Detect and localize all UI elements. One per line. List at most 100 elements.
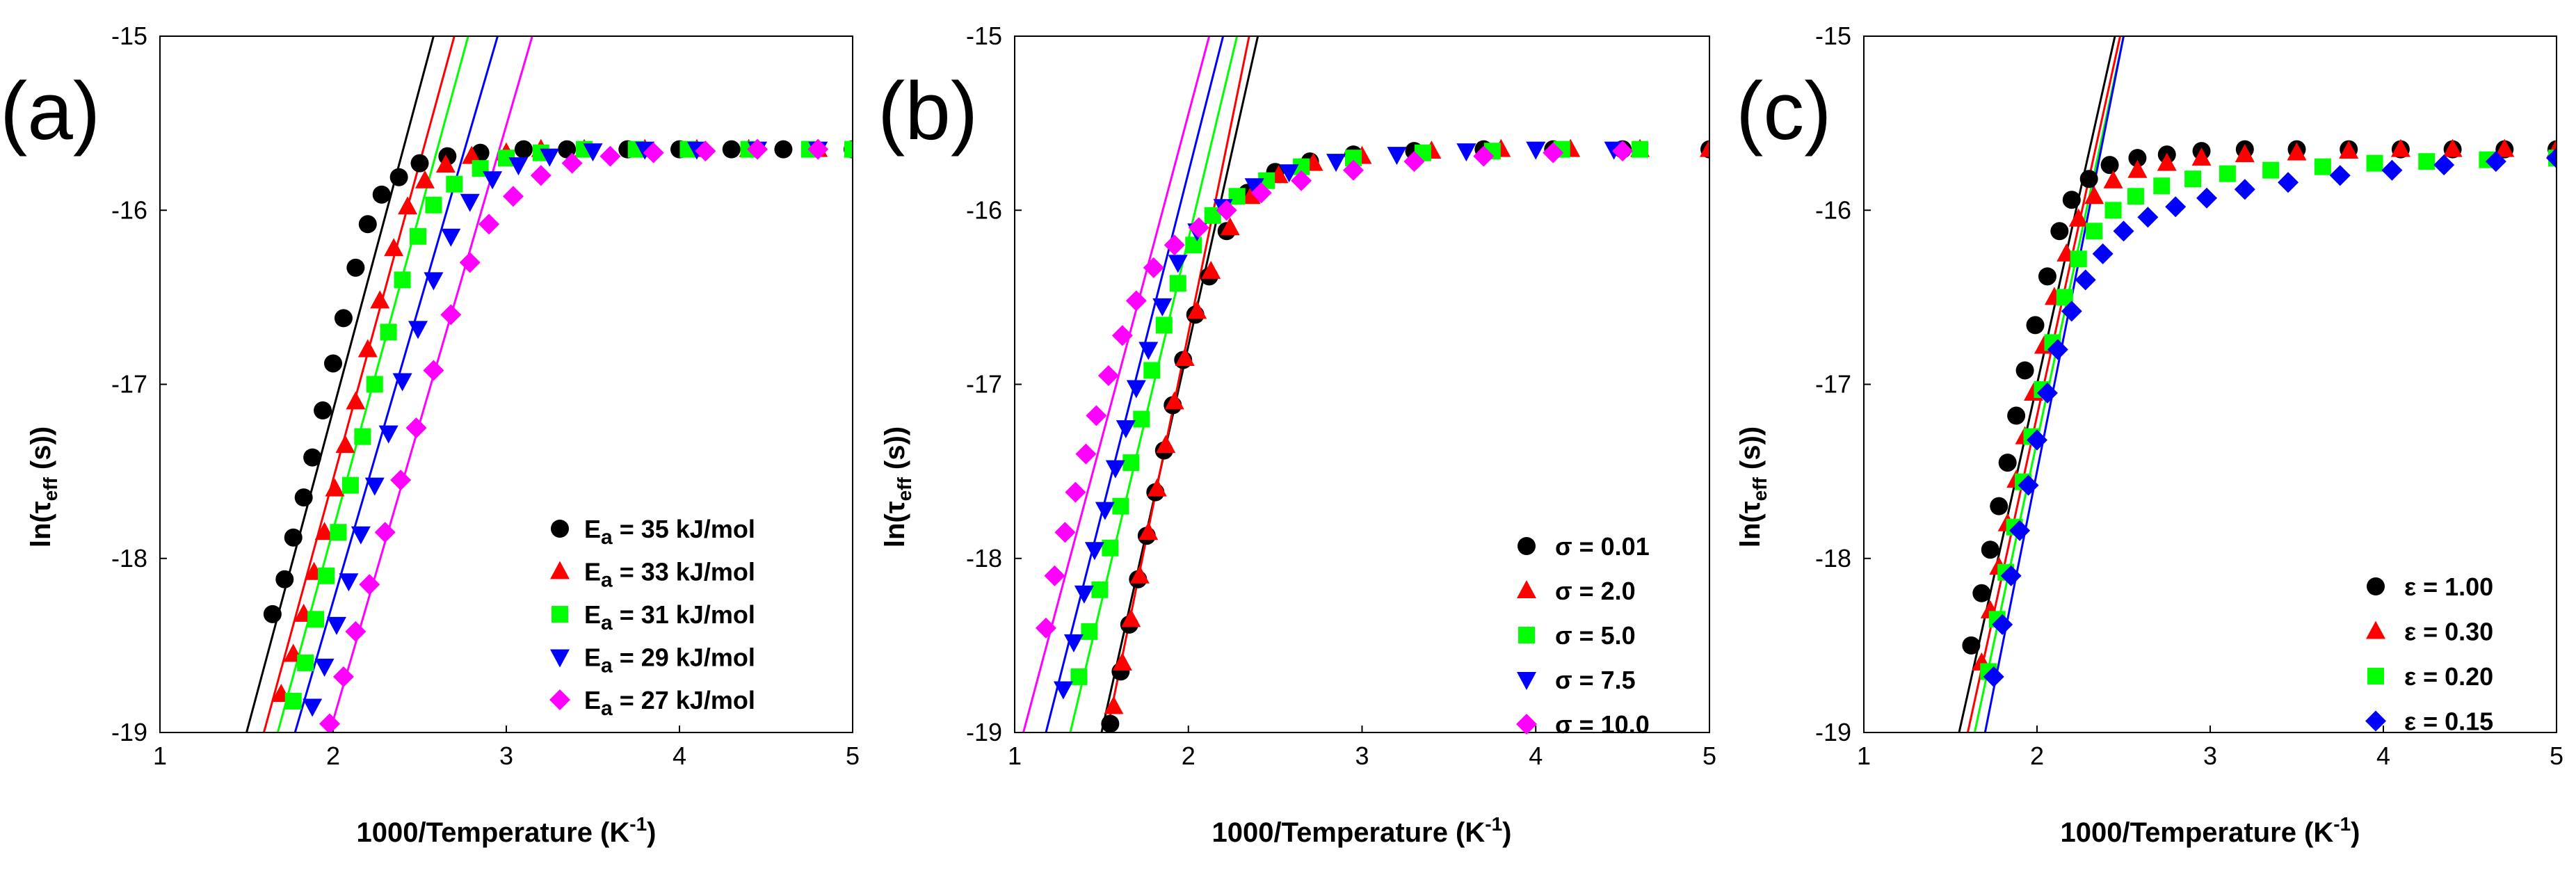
series-5-point: [1403, 151, 1425, 173]
series-3-point: [354, 428, 371, 445]
series-5-point: [1035, 617, 1056, 639]
y-tick-label: -17: [1815, 370, 1851, 399]
series-3-point: [1155, 317, 1173, 334]
series-2-point: [2495, 138, 2515, 157]
series-4-point: [2027, 429, 2047, 451]
series-4-point: [1387, 147, 1407, 166]
series-4-point: [314, 658, 335, 677]
x-tick-label: 2: [1182, 742, 1196, 770]
series-4-point: [392, 373, 412, 392]
series-2-point: [325, 478, 345, 497]
series-5-point: [1111, 325, 1133, 346]
series-3-point: [1122, 454, 1140, 472]
series-5-point: [1054, 522, 1076, 543]
series-3-point: [1091, 581, 1109, 598]
legend-5-marker: [549, 689, 570, 710]
panel-b-label: (b): [878, 65, 978, 157]
panel-b-frame: [1014, 35, 1710, 733]
series-5-point: [1250, 182, 1272, 204]
series-1-point: [2062, 191, 2081, 209]
series-2-point: [346, 391, 366, 410]
series-4-point: [2000, 565, 2022, 586]
series-4-point: [2165, 196, 2187, 218]
series-2-point: [357, 339, 378, 358]
legend-1-marker: [2367, 577, 2385, 595]
series-5-point: [440, 304, 462, 326]
series-3-point: [425, 196, 442, 214]
series-2-point: [2390, 138, 2410, 157]
series-5-point: [1044, 565, 1065, 586]
series-4-point: [1053, 681, 1073, 700]
series-1-point: [324, 354, 342, 373]
series-5-point: [599, 145, 621, 167]
series-3-point: [446, 175, 463, 193]
panel-a: (a) ln(τeff (s)) 1 2 3 4 5 -15 -16 -17 -18 -19 10…: [0, 22, 860, 848]
series-4-point: [540, 148, 560, 167]
series-5-point: [345, 620, 367, 642]
y-tick-label: -17: [966, 370, 1002, 399]
series-4-point: [441, 228, 461, 247]
panel-a-frame: [159, 35, 853, 733]
y-tick-label: -16: [1815, 195, 1851, 224]
series-1-point: [2007, 406, 2026, 425]
series-2-point: [462, 145, 482, 164]
series-1-point: [2038, 267, 2056, 286]
x-tick-label: 1: [1857, 742, 1871, 770]
panel-a-ticks: 1 2 3 4 5 -15 -16 -17 -18 -19: [111, 22, 860, 770]
series-4-point: [1168, 255, 1188, 273]
series-4-point: [1105, 460, 1125, 479]
series-4-point: [2433, 154, 2455, 176]
series-1-point: [294, 488, 313, 507]
y-tick-label: -16: [966, 195, 1002, 224]
legend-2-marker: [550, 561, 570, 579]
series-1-point: [314, 401, 332, 420]
series-1-point: [275, 570, 294, 588]
y-tick-label: -18: [111, 544, 147, 572]
series-5-point: [1543, 142, 1564, 163]
series-2-fit-line: [262, 36, 456, 732]
series-2-point: [1220, 217, 1240, 236]
series-2-point: [2084, 186, 2104, 205]
series-1-point: [774, 140, 793, 159]
series-3-point: [2153, 177, 2171, 195]
series-2-point: [1147, 478, 1167, 497]
series-3-point: [2070, 250, 2087, 268]
panel-a-legend: Ea = 35 kJ/mol Ea = 33 kJ/mol Ea = 31 kJ/m…: [549, 515, 755, 720]
series-1-point: [1972, 584, 1991, 602]
series-5-point: [359, 574, 380, 595]
series-2-point: [1138, 522, 1159, 540]
series-4-point: [1326, 154, 1346, 173]
series-3-point: [380, 323, 397, 341]
series-5-point: [374, 522, 396, 543]
series-1-point: [372, 185, 391, 204]
series-3-point: [1632, 141, 1649, 158]
series-4-point: [364, 477, 385, 496]
x-tick-label: 5: [846, 742, 860, 770]
x-tick-label: 1: [1008, 742, 1022, 770]
series-4-point: [1983, 666, 2004, 687]
series-4-point: [2092, 243, 2114, 264]
series-1-point: [2026, 316, 2045, 335]
series-3-point: [307, 611, 325, 628]
series-2-point: [314, 522, 335, 540]
series-5-point: [478, 214, 500, 235]
series-5-point: [1086, 405, 1107, 426]
x-tick-label: 5: [2550, 742, 2563, 770]
x-tick-label: 4: [1529, 742, 1543, 770]
legend-3-label: ε = 0.20: [2404, 662, 2493, 691]
series-1-point: [303, 448, 322, 467]
series-4-point: [326, 616, 346, 635]
y-tick-label: -19: [966, 718, 1002, 746]
legend-5-label: Ea = 27 kJ/mol: [584, 686, 755, 720]
panel-c-x-axis-title: 1000/Temperature (K-1): [2061, 813, 2360, 848]
series-2-point: [1156, 435, 1176, 454]
series-4-point: [1095, 502, 1115, 520]
series-2-point: [1201, 260, 1221, 279]
series-5-point: [561, 152, 583, 174]
series-1-point: [1990, 497, 2009, 515]
panel-c-y-axis-title: ln(τeff (s)): [1735, 426, 1771, 547]
series-2-point: [2127, 159, 2148, 178]
panel-c: (c) ln(τeff (s)) 1 2 3 4 5 -15 -16 -17 -18 -19 10…: [1735, 22, 2563, 848]
y-tick-label: -15: [111, 22, 147, 50]
series-4-point: [1084, 542, 1104, 561]
